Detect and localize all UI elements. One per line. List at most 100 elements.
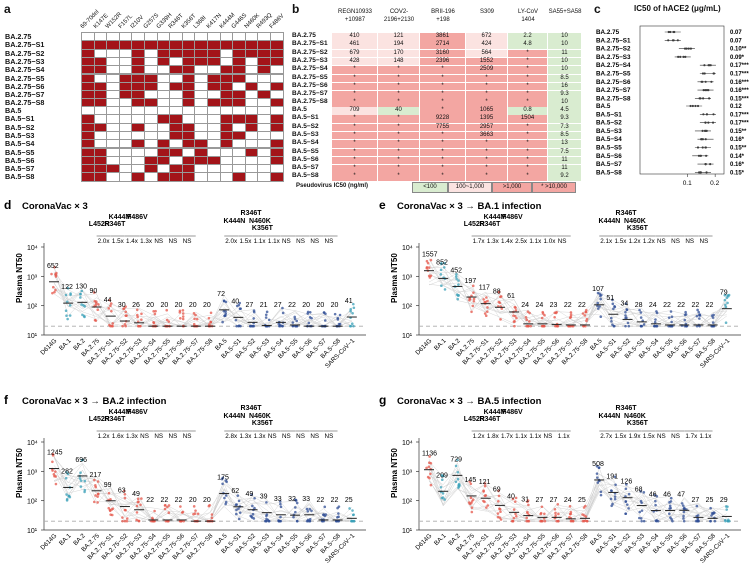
sample-point (496, 515, 500, 519)
sample-point (539, 519, 542, 523)
sample-point (725, 508, 729, 511)
sample-point (152, 321, 156, 325)
mutation-cell (244, 122, 259, 132)
ic50-cell: * (378, 140, 419, 148)
sample-point (471, 284, 475, 288)
mutation-cell (169, 114, 183, 124)
sample-point (469, 482, 473, 486)
mutation-label: R346T (104, 416, 126, 423)
mutation-label: K444N (599, 218, 621, 225)
sample-point (640, 509, 644, 512)
mutation-cell (131, 56, 145, 67)
sample-point (51, 460, 54, 464)
sample-point (425, 466, 428, 470)
sample-point (310, 316, 313, 320)
sample-point (235, 508, 238, 512)
antibody-header: COV2- 2196+2130 (383, 9, 415, 23)
sample-point (220, 477, 224, 481)
mutation-cell (232, 73, 246, 83)
ic50-cell: 121 (378, 33, 419, 41)
sample-point (642, 519, 646, 523)
ic50-cell: 564 (466, 49, 507, 58)
mutation-cell (244, 90, 259, 100)
fold-change-label: 2.0x (225, 238, 238, 245)
mutation-cell (194, 90, 208, 100)
ic50-cell: * (466, 140, 507, 148)
mutation-cell (144, 122, 158, 132)
mutation-cell (194, 81, 208, 92)
donor-trace (428, 269, 727, 327)
mutation-cell (257, 48, 271, 58)
ic50-value: 0.07 (730, 30, 742, 36)
sample-point (107, 307, 111, 310)
mutation-cell (118, 147, 133, 157)
geomean-label: 22 (146, 497, 154, 504)
sample-point (281, 324, 284, 328)
mutation-cell (106, 105, 120, 116)
sample-point (192, 505, 196, 508)
mutation-cell (156, 90, 171, 100)
sample-point (456, 470, 460, 474)
sample-point (585, 317, 589, 321)
mutation-cell (194, 139, 208, 149)
sample-point (322, 311, 326, 314)
sample-point (455, 277, 458, 281)
geomean-label: 22 (663, 302, 671, 309)
geomean-label: 22 (160, 497, 168, 504)
sample-point (669, 500, 673, 503)
sample-point (514, 306, 517, 309)
fold-change-label: 1.5x (643, 433, 656, 440)
sample-point (442, 266, 446, 269)
mutation-cell (81, 31, 95, 42)
mutation-cell (144, 114, 158, 124)
sample-point (136, 313, 139, 317)
sample-point (53, 266, 56, 269)
variant-label: BA.2.75−S2 (596, 46, 631, 53)
variant-row-label: BA.5 (5, 106, 22, 115)
ic50-cell: * (420, 148, 465, 156)
ic50-cell: * (420, 99, 465, 107)
legend-item: * >10,000 (532, 182, 576, 193)
sample-point (124, 314, 128, 318)
sample-point (295, 501, 299, 505)
sample-point (110, 513, 114, 517)
ic50-cell: * (508, 173, 547, 181)
sample-point (440, 284, 443, 288)
sample-point (529, 324, 532, 328)
y-tick-label: 10¹ (402, 528, 413, 535)
sample-point (526, 511, 529, 515)
mutation-cell (219, 65, 234, 75)
sample-point (670, 315, 674, 319)
ic50-value: 0.17*** (730, 63, 749, 69)
sample-point (456, 477, 460, 481)
mutation-cell (194, 114, 208, 124)
sample-point (153, 509, 156, 513)
y-tick-label: 10⁴ (402, 440, 413, 447)
table-row-label: BA.5−S5 (292, 147, 319, 155)
sample-point (291, 321, 295, 324)
sample-point (610, 320, 613, 323)
sample-point (223, 496, 226, 500)
sample-point (337, 515, 340, 519)
mutation-label: L452R (464, 416, 485, 423)
sample-point (308, 507, 312, 511)
sample-point (426, 475, 430, 479)
ic50-cell: * (420, 165, 465, 173)
ic50-cell: * (466, 173, 507, 181)
ic50-cell: * (508, 123, 547, 132)
mutation-cell (244, 155, 259, 166)
legend-item: <100 (412, 182, 448, 193)
mutation-cell (93, 139, 108, 149)
mutation-cell (219, 155, 234, 166)
mutation-cell (257, 164, 271, 174)
mutation-cell (181, 155, 196, 166)
ic50-cell: * (420, 140, 465, 148)
fold-change-label: NS (154, 238, 163, 245)
sample-point (65, 470, 68, 474)
variant-row-label: BA.2.75−S3 (5, 56, 45, 66)
fold-change-label: 1.1x (700, 433, 713, 440)
ic50-cell: 4.8 (508, 41, 547, 49)
y-axis-label: Plasma NT50 (390, 253, 399, 303)
mutation-cell (219, 130, 234, 141)
sample-point (627, 492, 631, 496)
